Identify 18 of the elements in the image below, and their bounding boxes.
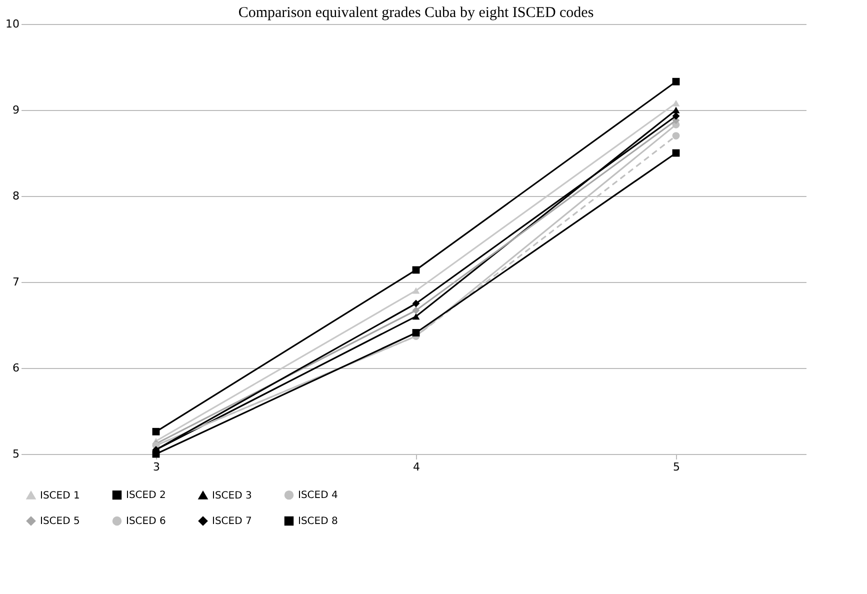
chart-title: Comparison equivalent grades Cuba by eight ISCED codes (238, 5, 594, 21)
legend-label: ISCED 7 (212, 516, 252, 527)
y-tick-label: 7 (12, 276, 20, 288)
legend-label: ISCED 5 (40, 516, 80, 527)
y-tick-label: 8 (12, 190, 20, 202)
y-tick-label: 5 (12, 448, 20, 460)
legend-label: ISCED 2 (126, 490, 166, 502)
legend-label: ISCED 4 (298, 490, 338, 502)
legend-label: ISCED 3 (212, 490, 252, 502)
legend-label: ISCED 8 (298, 516, 338, 527)
x-tick-label: 5 (673, 460, 680, 474)
y-tick-label: 10 (6, 18, 20, 30)
x-tick-label: 4 (413, 460, 420, 474)
y-tick-label: 6 (12, 362, 20, 374)
x-tick-label: 3 (153, 460, 160, 474)
legend-label: ISCED 1 (40, 490, 80, 502)
legend-label: ISCED 6 (126, 516, 166, 527)
y-tick-label: 9 (12, 104, 20, 116)
